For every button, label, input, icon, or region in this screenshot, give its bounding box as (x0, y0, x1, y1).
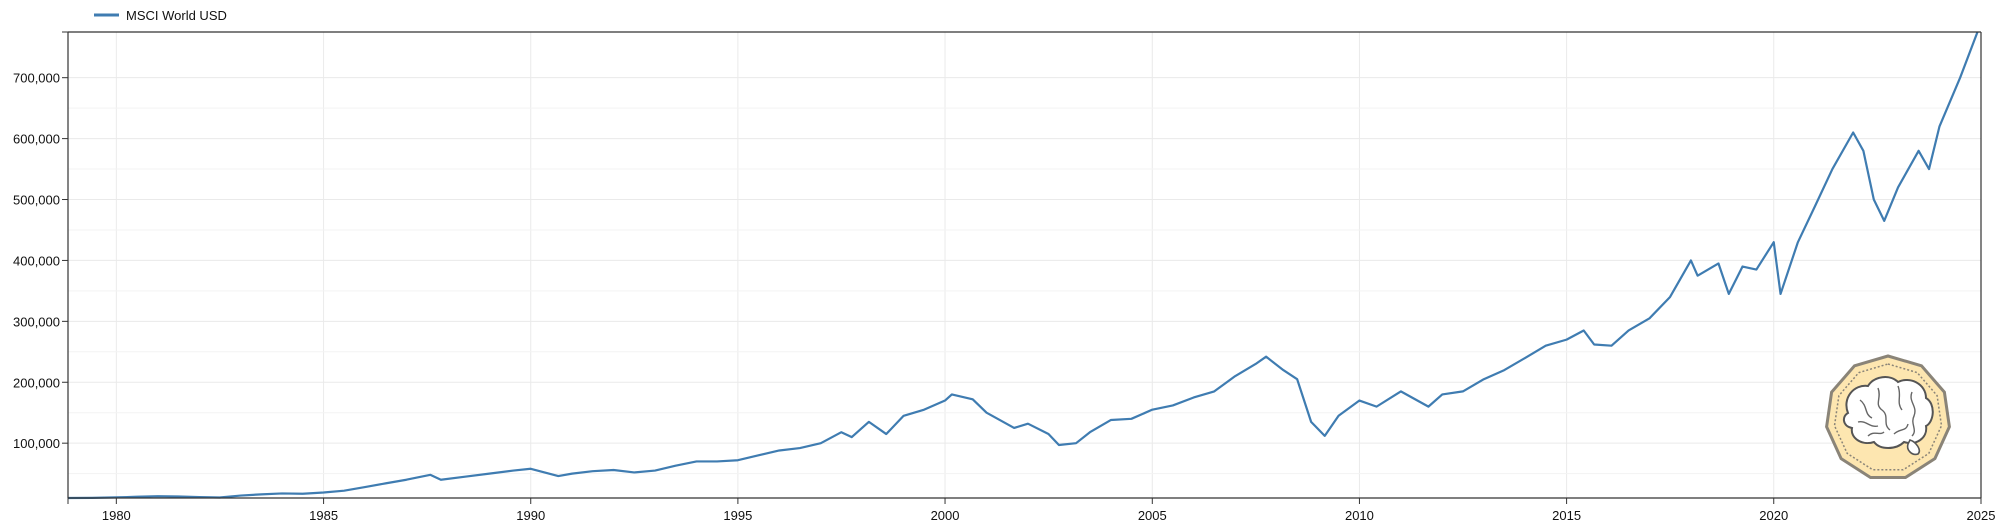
x-gridlines (115, 32, 1775, 498)
x-tick-label-2000: 2000 (931, 508, 960, 523)
y-tick-label-700000: 700,000 (13, 71, 60, 86)
y-tick-label-400000: 400,000 (13, 253, 60, 268)
x-axis-ticks: 1980 1985 1990 1995 2000 2005 2010 2015 2020 2025 (102, 498, 1996, 523)
legend-label-msci-world-usd: MSCI World USD (126, 8, 227, 23)
x-tick-label-1985: 1985 (309, 508, 338, 523)
axes (62, 31, 1982, 504)
brain-coin-icon (1825, 354, 1951, 479)
y-gridlines (68, 77, 1981, 475)
x-tick-label-2005: 2005 (1138, 508, 1167, 523)
chart-legend: MSCI World USD (94, 8, 227, 23)
brain-icon (1842, 376, 1934, 456)
y-tick-label-100000: 100,000 (13, 436, 60, 451)
x-tick-label-1980: 1980 (102, 508, 131, 523)
x-tick-label-1995: 1995 (723, 508, 752, 523)
y-tick-label-600000: 600,000 (13, 132, 60, 147)
y-tick-label-200000: 200,000 (13, 375, 60, 390)
y-tick-label-500000: 500,000 (13, 193, 60, 208)
x-tick-label-2010: 2010 (1345, 508, 1374, 523)
x-tick-label-1990: 1990 (516, 508, 545, 523)
series-layer (67, 31, 1979, 500)
y-tick-label-300000: 300,000 (13, 314, 60, 329)
x-tick-label-2025: 2025 (1967, 508, 1996, 523)
x-tick-label-2015: 2015 (1552, 508, 1581, 523)
y-axis-ticks: 100,000 200,000 300,000 400,000 500,000 600,0… (13, 71, 68, 451)
series-line-msci-world-usd (67, 31, 1979, 500)
x-tick-label-2020: 2020 (1759, 508, 1788, 523)
